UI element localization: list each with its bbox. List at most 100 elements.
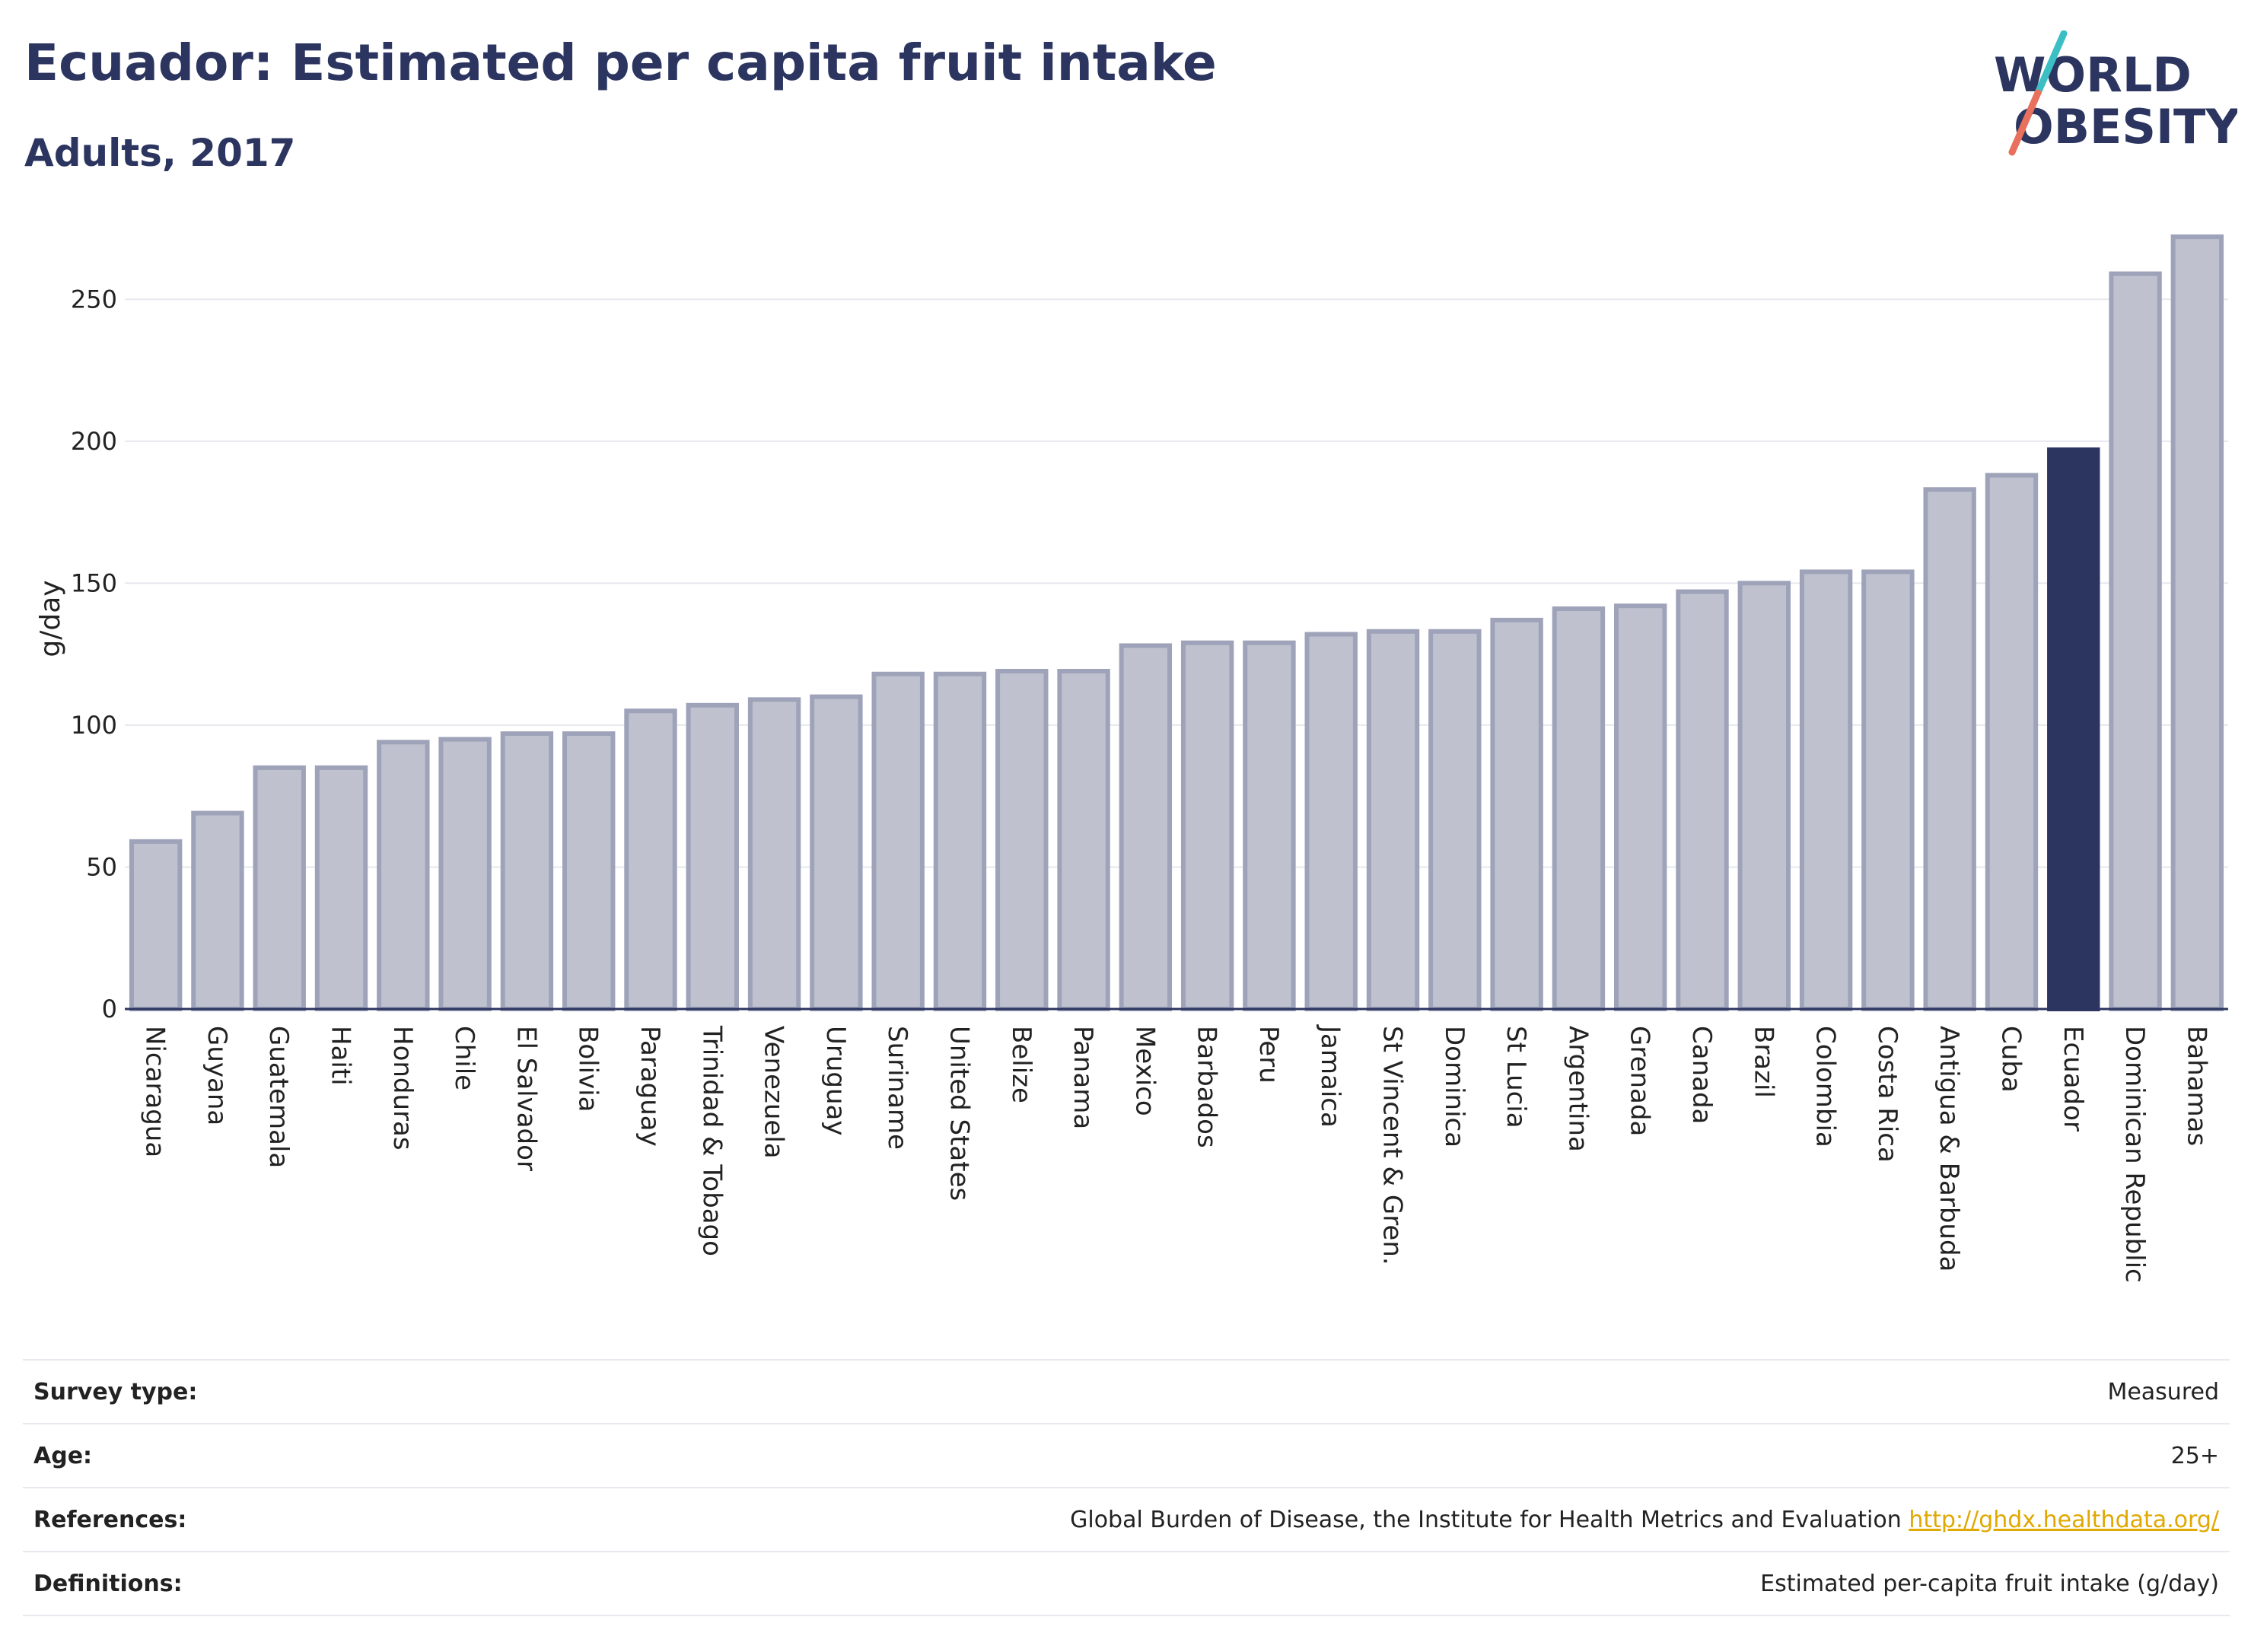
x-tick-label: Haiti (326, 1026, 356, 1086)
x-tick-label: Costa Rica (1872, 1026, 1902, 1163)
x-tick-label: Bahamas (2181, 1026, 2211, 1146)
bars (129, 234, 2224, 1012)
bar-st-vincent-gren- (1366, 629, 1420, 1011)
chart-subtitle: Adults, 2017 (24, 131, 296, 175)
logo-slash-teal (2034, 30, 2068, 97)
bar-haiti (314, 765, 368, 1011)
y-tick-label: 200 (71, 427, 117, 456)
info-label: Age: (23, 1423, 325, 1488)
x-tick-label: Canada (1686, 1026, 1717, 1124)
bar-nicaragua (129, 839, 183, 1011)
x-tick-label: Honduras (387, 1026, 418, 1151)
bar-peru (1243, 640, 1296, 1011)
x-tick-label: Dominica (1439, 1026, 1469, 1147)
y-tick-label: 100 (71, 711, 117, 740)
bar-colombia (1799, 569, 1853, 1011)
y-tick-label: 250 (71, 285, 117, 314)
bar-el-salvador (500, 731, 554, 1011)
x-tick-label: Venezuela (759, 1026, 789, 1159)
bar-canada (1676, 589, 1729, 1011)
x-tick-label: Mexico (1129, 1026, 1160, 1116)
x-tick-label: Colombia (1810, 1026, 1841, 1147)
chart-title: Ecuador: Estimated per capita fruit inta… (24, 33, 1217, 92)
info-value: 25+ (324, 1423, 2230, 1488)
bar-argentina (1552, 606, 1606, 1011)
x-tick-label: Suriname (882, 1026, 912, 1150)
y-tick-label: 50 (86, 852, 117, 881)
x-tick-label: Ecuador (2058, 1026, 2088, 1132)
info-table: Survey type: Measured Age: 25+ Reference… (23, 1359, 2230, 1616)
bar-costa-rica (1861, 569, 1915, 1011)
bar-guyana (191, 810, 244, 1011)
info-row-age: Age: 25+ (23, 1423, 2230, 1488)
world-obesity-logo: WORLD OBESITY (1994, 30, 2237, 156)
x-tick-label: Chile (449, 1026, 479, 1090)
info-label: Survey type: (23, 1359, 325, 1424)
info-label: References: (23, 1487, 325, 1552)
bar-brazil (1737, 581, 1791, 1011)
x-tick-label: Grenada (1625, 1026, 1655, 1136)
x-tick-label: Uruguay (820, 1026, 851, 1136)
bar-bahamas (2170, 234, 2224, 1011)
bar-venezuela (747, 697, 801, 1012)
logo-slash-coral (2008, 89, 2042, 156)
x-tick-label: Barbados (1192, 1026, 1222, 1148)
bar-united-states (933, 671, 987, 1012)
x-tick-label: Panama (1068, 1026, 1098, 1129)
x-tick-label: United States (944, 1026, 974, 1201)
x-tick-label: Brazil (1748, 1026, 1778, 1098)
references-text: Global Burden of Disease, the Institute … (1070, 1506, 1902, 1533)
bar-bolivia (562, 731, 616, 1011)
x-tick-label: Trinidad & Tobago (696, 1025, 727, 1256)
info-row-survey-type: Survey type: Measured (23, 1359, 2230, 1424)
x-tick-label: Guyana (202, 1026, 232, 1125)
x-tick-label: Guatemala (263, 1026, 294, 1168)
y-axis-ticks: 0 50 100 150 200 250 (71, 285, 117, 1023)
x-axis-labels: Nicaragua Guyana Guatemala Haiti Honduras Chi… (140, 1024, 2212, 1283)
bar-barbados (1180, 640, 1234, 1011)
x-tick-label: Belize (1006, 1026, 1036, 1103)
bar-st-lucia (1490, 617, 1543, 1012)
x-tick-label: Paraguay (635, 1026, 665, 1147)
info-row-references: References: Global Burden of Disease, th… (23, 1487, 2230, 1552)
bar-trinidad-tobago (686, 702, 739, 1011)
logo-text-obesity: OBESITY (2014, 99, 2237, 154)
x-tick-label: Jamaica (1315, 1024, 1345, 1128)
y-axis-title: g/day (35, 580, 66, 657)
x-tick-label: Cuba (1995, 1026, 2026, 1093)
y-tick-label: 150 (71, 568, 117, 597)
x-tick-label: St Vincent & Gren. (1377, 1026, 1408, 1265)
bar-ecuador (2047, 447, 2100, 1011)
bar-antigua-barbuda (1923, 487, 1976, 1011)
bar-chart: 0 50 100 150 200 250 Nicaragua Guyana Guatemala… (35, 234, 2228, 1283)
info-value-references: Global Burden of Disease, the Institute … (324, 1487, 2230, 1552)
x-tick-label: Argentina (1562, 1026, 1593, 1152)
bar-grenada (1614, 603, 1667, 1011)
references-link[interactable]: http://ghdx.healthdata.org/ (1909, 1506, 2219, 1533)
bar-uruguay (810, 694, 863, 1011)
info-label: Definitions: (23, 1551, 325, 1616)
bar-honduras (377, 740, 430, 1011)
bar-paraguay (624, 708, 677, 1011)
x-tick-label: St Lucia (1501, 1026, 1531, 1128)
x-tick-label: Bolivia (573, 1026, 603, 1112)
bar-mexico (1119, 643, 1173, 1012)
bar-cuba (1985, 473, 2039, 1011)
x-tick-label: Antigua & Barbuda (1934, 1026, 1964, 1272)
x-tick-label: Nicaragua (140, 1026, 170, 1157)
logo-text-world: WORLD (1994, 47, 2192, 103)
x-tick-label: El Salvador (511, 1026, 541, 1171)
bar-guatemala (253, 765, 306, 1011)
bar-belize (995, 669, 1049, 1011)
x-tick-label: Peru (1253, 1026, 1284, 1084)
info-value: Measured (324, 1359, 2230, 1424)
x-tick-label: Dominican Republic (2119, 1026, 2150, 1283)
bar-dominica (1428, 629, 1482, 1011)
bar-jamaica (1304, 632, 1358, 1012)
info-row-definitions: Definitions: Estimated per-capita fruit … (23, 1551, 2230, 1616)
y-tick-label: 0 (102, 995, 117, 1023)
bar-chile (438, 737, 492, 1012)
bar-dominican-republic (2109, 271, 2162, 1012)
bar-suriname (871, 671, 925, 1012)
bar-panama (1057, 669, 1110, 1011)
